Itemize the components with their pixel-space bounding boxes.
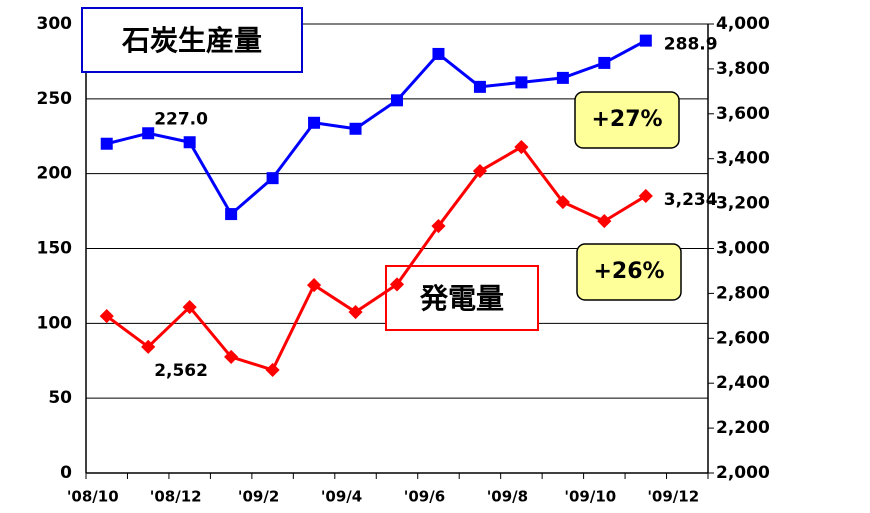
marker xyxy=(472,163,488,179)
series-box xyxy=(81,7,303,73)
marker xyxy=(432,47,445,60)
series-line xyxy=(106,39,647,217)
marker xyxy=(99,309,114,324)
y2-tick-label: 3,000 xyxy=(716,239,770,259)
marker xyxy=(183,136,196,149)
y2-tick-label: 3,200 xyxy=(716,194,770,214)
marker xyxy=(556,71,569,84)
x-tick-label: '09/10 xyxy=(564,488,616,506)
series-label: 発電量 xyxy=(419,282,504,315)
marker xyxy=(308,116,321,129)
marker xyxy=(598,56,611,69)
y2-tick-label: 2,200 xyxy=(716,418,770,438)
y2-tick-label: 2,800 xyxy=(716,283,770,303)
y-tick-label: 250 xyxy=(37,89,73,109)
x-tick-label: '08/12 xyxy=(150,488,202,506)
marker xyxy=(597,214,612,229)
marker xyxy=(638,188,653,204)
annotation: +26% xyxy=(593,259,664,284)
annotation-box xyxy=(576,243,682,301)
value-label: 288.9 xyxy=(664,35,718,55)
marker xyxy=(515,76,528,89)
value-label: 2,562 xyxy=(154,361,208,381)
marker xyxy=(141,339,156,354)
y-tick-label: 200 xyxy=(37,164,73,184)
marker xyxy=(473,80,486,93)
x-tick-label: '09/8 xyxy=(487,488,528,506)
y2-tick-label: 4,000 xyxy=(716,14,770,34)
series-label: 石炭生産量 xyxy=(121,24,262,57)
x-tick-label: '09/6 xyxy=(404,488,445,506)
y2-tick-label: 3,800 xyxy=(716,59,770,79)
marker xyxy=(431,218,446,234)
x-tick-label: '09/4 xyxy=(321,488,362,506)
marker xyxy=(142,127,155,140)
value-label: 227.0 xyxy=(154,109,208,129)
marker xyxy=(391,94,403,107)
marker xyxy=(225,208,238,221)
y-tick-label: 50 xyxy=(48,388,72,408)
y-tick-label: 100 xyxy=(37,313,73,333)
y2-tick-label: 2,600 xyxy=(716,328,770,348)
marker xyxy=(306,278,322,293)
y-tick-label: 300 xyxy=(37,14,73,34)
marker xyxy=(224,349,239,365)
marker xyxy=(265,362,280,378)
marker xyxy=(555,194,570,210)
y2-tick-label: 3,400 xyxy=(716,149,770,169)
marker xyxy=(100,137,113,150)
x-tick-label: '08/10 xyxy=(67,488,119,506)
marker xyxy=(266,172,279,185)
y-tick-label: 0 xyxy=(60,463,72,483)
value-label: 3,234 xyxy=(664,190,718,210)
y2-tick-label: 3,600 xyxy=(716,104,770,124)
marker xyxy=(514,139,529,155)
y-tick-label: 150 xyxy=(37,239,73,259)
annotation: +27% xyxy=(591,107,662,132)
x-tick-label: '09/2 xyxy=(238,488,279,506)
marker xyxy=(182,300,197,315)
marker xyxy=(639,34,652,47)
series-box xyxy=(385,265,539,331)
marker xyxy=(349,122,362,135)
series-line xyxy=(105,145,647,372)
y2-tick-label: 2,000 xyxy=(716,463,770,483)
x-tick-label: '09/12 xyxy=(647,488,699,506)
annotation-box xyxy=(574,91,680,149)
y2-tick-label: 2,400 xyxy=(716,373,770,393)
marker xyxy=(348,304,363,320)
marker xyxy=(389,277,405,292)
